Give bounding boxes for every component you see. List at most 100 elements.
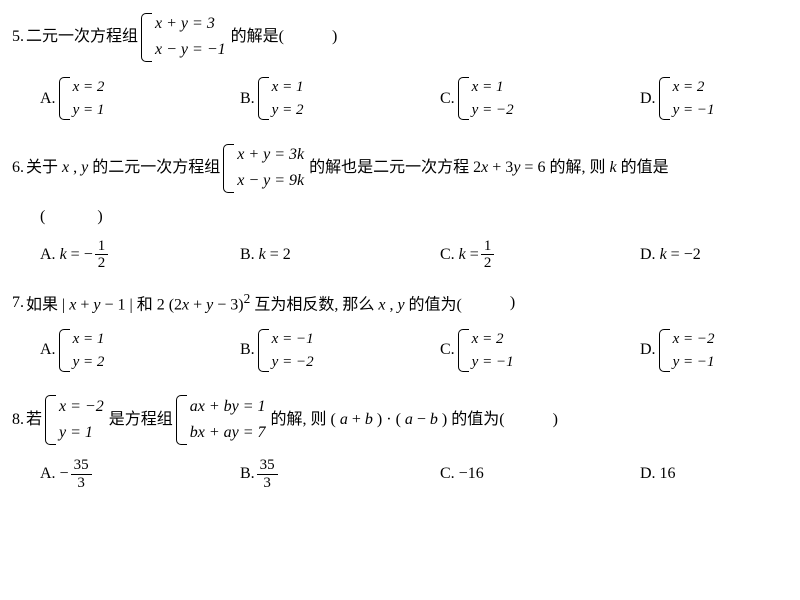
opt-label: C. <box>440 88 455 110</box>
opt-system: x = 1 y = 2 <box>258 75 306 123</box>
q7-opt-c[interactable]: C. x = 2 y = −1 <box>440 327 640 375</box>
q5-opt-c[interactable]: C. x = 1 y = −2 <box>440 75 640 123</box>
q8-number: 8. <box>12 409 24 431</box>
q8-opt-d[interactable]: D. 16 <box>640 457 676 491</box>
q6-system: x + y = 3k x − y = 9k <box>223 141 306 196</box>
opt-system: x = 1 y = 2 <box>59 327 107 375</box>
q5-eq1: x + y = 3 <box>155 13 226 35</box>
q7-text: 如果 | x + y − 1 | 和 2 (2x + y − 3)2 互为相反数… <box>26 290 462 317</box>
opt-system: x = 2 y = −1 <box>659 75 717 123</box>
q5-options: A. x = 2 y = 1 B. x = 1 y = 2 C. x = 1 y… <box>12 75 788 123</box>
opt-line2: y = −1 <box>472 352 514 373</box>
frac-num: 1 <box>95 238 109 256</box>
q7-number: 7. <box>12 292 24 314</box>
q6-pre: 关于 x , y 的二元一次方程组 <box>26 157 220 179</box>
opt-line2: y = 1 <box>73 100 105 121</box>
q6-open: ( <box>40 208 45 225</box>
fraction: 353 <box>71 457 92 491</box>
opt-line2: y = 2 <box>272 100 304 121</box>
q7-opt-d[interactable]: D. x = −2 y = −1 <box>640 327 719 375</box>
question-6: 6. 关于 x , y 的二元一次方程组 x + y = 3k x − y = … <box>12 141 788 272</box>
opt-line2: y = −1 <box>673 352 715 373</box>
fraction: 12 <box>95 238 109 272</box>
opt-line1: x = 1 <box>472 77 514 98</box>
q6-options: A. k = − 12 B. k = 2 C. k = 12 D. k = −2 <box>12 238 788 272</box>
fraction: 12 <box>481 238 495 272</box>
q8-opt-c[interactable]: C. −16 <box>440 457 640 491</box>
opt-label: A. k = − <box>40 244 93 266</box>
q8-mid2: 的解, 则 ( a + b ) · ( a − b ) 的值为( <box>271 409 505 431</box>
opt-line1: x = −1 <box>272 329 314 350</box>
q6-stem: 6. 关于 x , y 的二元一次方程组 x + y = 3k x − y = … <box>12 141 788 196</box>
q6-eq1: x + y = 3k <box>237 144 304 166</box>
q8-opt-a[interactable]: A. − 353 <box>40 457 240 491</box>
q5-system: x + y = 3 x − y = −1 <box>141 10 228 65</box>
opt-line1: x = 2 <box>472 329 514 350</box>
opt-line1: x = 1 <box>73 329 105 350</box>
question-5: 5. 二元一次方程组 x + y = 3 x − y = −1 的解是( ) A… <box>12 10 788 123</box>
opt-line2: y = −1 <box>673 100 715 121</box>
q8-s2-l2: bx + ay = 7 <box>190 422 266 444</box>
opt-line1: x = −2 <box>673 329 715 350</box>
q6-number: 6. <box>12 157 24 179</box>
opt-label: D. 16 <box>640 463 676 485</box>
q6-paren-row: ( ) <box>12 206 788 228</box>
frac-num: 1 <box>481 238 495 256</box>
opt-label: A. <box>40 339 56 361</box>
q8-s1-l2: y = 1 <box>59 422 104 444</box>
opt-line2: y = −2 <box>272 352 314 373</box>
q7-opt-a[interactable]: A. x = 1 y = 2 <box>40 327 240 375</box>
opt-line1: x = 1 <box>272 77 304 98</box>
opt-label: A. <box>40 88 56 110</box>
opt-line2: y = 2 <box>73 352 105 373</box>
q5-eq2: x − y = −1 <box>155 39 226 61</box>
opt-label: C. −16 <box>440 463 484 485</box>
q6-opt-a[interactable]: A. k = − 12 <box>40 238 240 272</box>
frac-den: 2 <box>481 255 495 272</box>
opt-label: B. k = 2 <box>240 244 291 266</box>
opt-line1: x = 2 <box>73 77 105 98</box>
q6-opt-b[interactable]: B. k = 2 <box>240 238 440 272</box>
q5-opt-b[interactable]: B. x = 1 y = 2 <box>240 75 440 123</box>
opt-label: D. <box>640 339 656 361</box>
q8-mid1: 是方程组 <box>109 409 173 431</box>
opt-system: x = −1 y = −2 <box>258 327 316 375</box>
opt-system: x = 1 y = −2 <box>458 75 516 123</box>
opt-label: B. <box>240 463 255 485</box>
q8-system-1: x = −2 y = 1 <box>45 393 106 448</box>
question-8: 8. 若 x = −2 y = 1 是方程组 ax + by = 1 bx + … <box>12 393 788 492</box>
q6-mid: 的解也是二元一次方程 2x + 3y = 6 的解, 则 k 的值是 <box>309 157 668 179</box>
q7-stem: 7. 如果 | x + y − 1 | 和 2 (2x + y − 3)2 互为… <box>12 290 788 317</box>
opt-system: x = 2 y = −1 <box>458 327 516 375</box>
q8-stem: 8. 若 x = −2 y = 1 是方程组 ax + by = 1 bx + … <box>12 393 788 448</box>
q6-eq2: x − y = 9k <box>237 170 304 192</box>
q8-s1-l1: x = −2 <box>59 396 104 418</box>
opt-label: D. <box>640 88 656 110</box>
opt-line1: x = 2 <box>673 77 715 98</box>
q5-number: 5. <box>12 26 24 48</box>
q8-opt-b[interactable]: B. 353 <box>240 457 440 491</box>
opt-system: x = 2 y = 1 <box>59 75 107 123</box>
opt-label: C. k = <box>440 244 479 266</box>
q6-opt-c[interactable]: C. k = 12 <box>440 238 640 272</box>
q6-opt-d[interactable]: D. k = −2 <box>640 238 701 272</box>
q5-pre: 二元一次方程组 <box>26 26 138 48</box>
q8-s2-l1: ax + by = 1 <box>190 396 266 418</box>
q7-close: ) <box>510 292 515 314</box>
opt-line2: y = −2 <box>472 100 514 121</box>
q8-pre: 若 <box>26 409 42 431</box>
q5-close: ) <box>332 26 337 48</box>
fraction: 353 <box>257 457 278 491</box>
q5-opt-d[interactable]: D. x = 2 y = −1 <box>640 75 719 123</box>
frac-den: 3 <box>74 475 88 492</box>
question-7: 7. 如果 | x + y − 1 | 和 2 (2x + y − 3)2 互为… <box>12 290 788 375</box>
q8-close: ) <box>553 409 558 431</box>
frac-den: 3 <box>260 475 274 492</box>
q5-opt-a[interactable]: A. x = 2 y = 1 <box>40 75 240 123</box>
q7-opt-b[interactable]: B. x = −1 y = −2 <box>240 327 440 375</box>
q8-options: A. − 353 B. 353 C. −16 D. 16 <box>12 457 788 491</box>
q5-post: 的解是( <box>231 26 284 48</box>
q6-close: ) <box>97 208 102 225</box>
opt-system: x = −2 y = −1 <box>659 327 717 375</box>
q7-options: A. x = 1 y = 2 B. x = −1 y = −2 C. x = 2… <box>12 327 788 375</box>
